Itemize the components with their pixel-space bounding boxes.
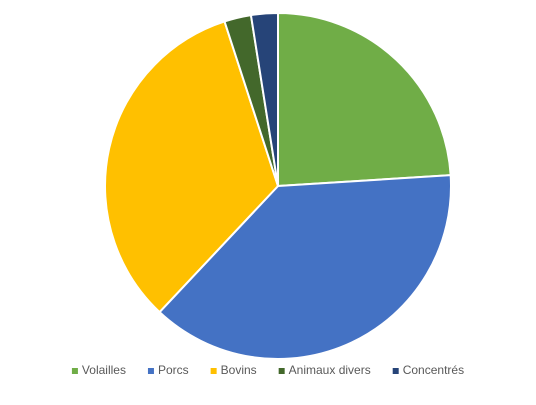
pie-slice	[277, 11, 452, 188]
pie-slice	[249, 11, 279, 187]
pie-slice	[103, 20, 280, 314]
legend-label: Porcs	[158, 363, 189, 377]
legend-swatch	[278, 368, 285, 374]
legend-label: Bovins	[221, 363, 257, 377]
legend-label: Animaux divers	[289, 363, 371, 377]
legend-swatch	[71, 368, 78, 374]
legend-swatch	[392, 368, 399, 374]
legend-label: Volailles	[82, 363, 126, 377]
pie-slice	[158, 174, 453, 361]
legend-swatch	[147, 368, 154, 374]
legend-swatch	[210, 368, 217, 374]
legend-label: Concentrés	[403, 363, 464, 377]
